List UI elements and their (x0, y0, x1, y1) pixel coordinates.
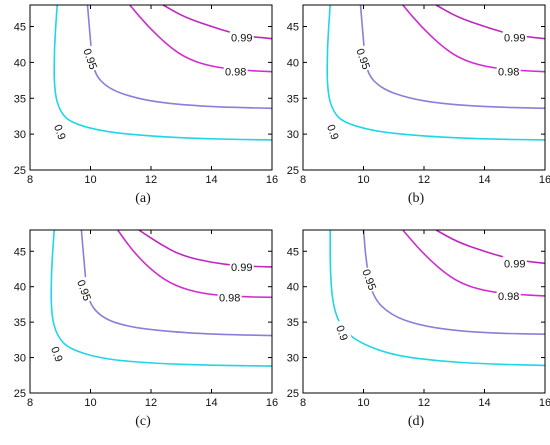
x-tick-label: 10 (357, 397, 369, 409)
contour-label: 0.98 (498, 67, 519, 79)
contour-label: 0.9 (48, 345, 65, 363)
contour-line-0-95 (86, 4, 273, 110)
y-tick-label: 35 (14, 93, 26, 105)
contour-label: 0.9 (333, 324, 350, 342)
y-tick-label: 30 (14, 129, 26, 141)
x-tick-label: 8 (300, 174, 306, 186)
x-tick-label: 12 (145, 174, 157, 186)
panel-caption: (c) (135, 414, 151, 429)
x-tick-label: 16 (539, 397, 550, 409)
y-tick-label: 35 (14, 317, 26, 329)
contour-line-0-9 (50, 229, 273, 367)
contour-label: 0.98 (225, 67, 246, 79)
x-tick-label: 10 (357, 174, 369, 186)
y-tick-label: 45 (287, 246, 299, 258)
y-tick-label: 30 (287, 129, 299, 141)
y-tick-label: 45 (287, 22, 299, 34)
contour-line-0-95 (80, 229, 273, 337)
x-tick-label: 12 (145, 397, 157, 409)
contour-line-0-9 (326, 4, 546, 141)
x-tick-label: 8 (27, 174, 33, 186)
x-tick-label: 14 (478, 174, 490, 186)
x-tick-label: 8 (300, 397, 306, 409)
x-tick-label: 16 (266, 174, 278, 186)
y-tick-label: 30 (287, 353, 299, 365)
contour-label: 0.9 (51, 123, 68, 141)
contour-line-0-9 (53, 4, 273, 141)
y-tick-label: 25 (14, 388, 26, 400)
contour-line-0-95 (359, 4, 546, 110)
y-tick-label: 40 (287, 57, 299, 69)
panel-caption: (d) (408, 414, 425, 429)
contour-label: 0.99 (504, 32, 525, 44)
plot-frame (29, 229, 273, 394)
y-tick-label: 30 (14, 353, 26, 365)
contour-label: 0.99 (231, 32, 252, 44)
contour-label: 0.9 (324, 123, 341, 141)
contour-label: 0.99 (504, 258, 525, 270)
y-tick-label: 40 (14, 282, 26, 294)
contour-label: 0.99 (231, 262, 252, 274)
x-tick-label: 14 (205, 397, 217, 409)
y-tick-label: 40 (14, 57, 26, 69)
x-tick-label: 14 (205, 174, 217, 186)
y-tick-label: 35 (287, 93, 299, 105)
y-tick-label: 35 (287, 317, 299, 329)
y-tick-label: 45 (14, 246, 26, 258)
x-tick-label: 10 (84, 174, 96, 186)
y-tick-label: 45 (14, 22, 26, 34)
y-tick-label: 40 (287, 282, 299, 294)
y-tick-label: 25 (287, 165, 299, 177)
x-tick-label: 16 (539, 174, 550, 186)
y-tick-label: 25 (287, 388, 299, 400)
x-tick-label: 8 (27, 397, 33, 409)
contour-label: 0.98 (498, 291, 519, 303)
contour-label: 0.98 (219, 292, 240, 304)
y-tick-label: 25 (14, 165, 26, 177)
x-tick-label: 12 (418, 397, 430, 409)
x-tick-label: 16 (266, 397, 278, 409)
x-tick-label: 10 (84, 397, 96, 409)
x-tick-label: 14 (478, 397, 490, 409)
contour-line-0-9 (329, 230, 546, 367)
x-tick-label: 12 (418, 174, 430, 186)
panel-caption: (a) (135, 191, 151, 206)
contour-line-0-95 (362, 229, 546, 335)
panel-caption: (b) (408, 191, 425, 206)
